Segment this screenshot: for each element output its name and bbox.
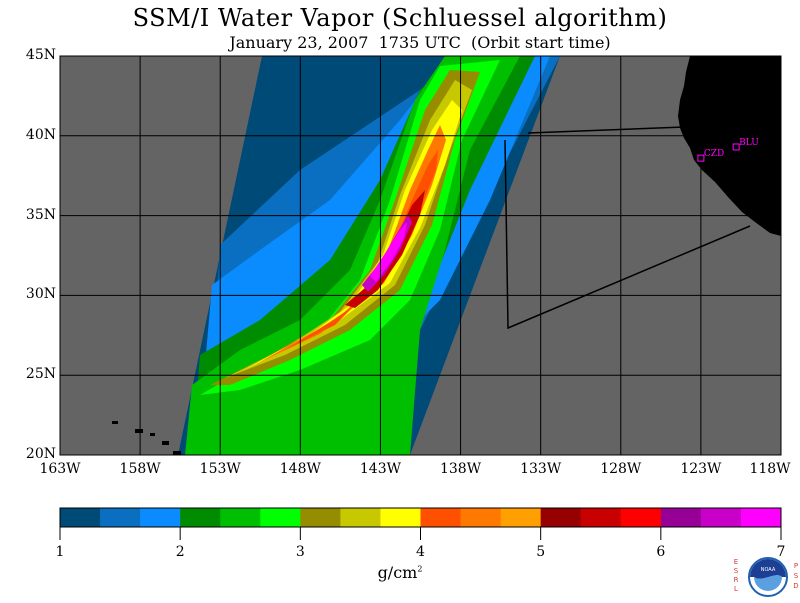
latitude-label: 25N <box>25 366 56 383</box>
colorbar-swatch <box>100 508 141 527</box>
longitude-label: 148W <box>279 461 321 477</box>
colorbar-swatch <box>420 508 462 527</box>
longitude-label: 143W <box>359 461 401 477</box>
satellite-swath <box>178 56 560 455</box>
colorbar-swatch <box>660 508 702 527</box>
colorbar-swatch <box>180 508 221 527</box>
logo-letter: R <box>733 576 739 584</box>
map-title: SSM/I Water Vapor (Schluessel algorithm) <box>132 4 668 32</box>
latitude-label: 35N <box>25 206 56 223</box>
longitude-label: 118W <box>749 461 791 477</box>
longitude-label: 133W <box>520 461 562 477</box>
band-red <box>345 190 425 308</box>
station-label: CZD <box>704 149 724 159</box>
colorbar-swatch <box>460 508 502 527</box>
map-subtitle: January 23, 2007 1735 UTC (Orbit start t… <box>229 33 611 52</box>
longitude-label: 153W <box>199 461 241 477</box>
colorbar-tick-label: 2 <box>175 544 185 560</box>
logo-letter: E <box>733 558 739 566</box>
colorbar <box>59 508 782 540</box>
stations: CZD BLU <box>697 138 759 162</box>
longitude-label: 158W <box>119 461 161 477</box>
colorbar-border <box>59 507 782 528</box>
longitude-label: 128W <box>600 461 642 477</box>
colorbar-swatch <box>260 508 301 527</box>
colorbar-tick-label: 3 <box>295 544 305 560</box>
flight-track <box>527 126 685 134</box>
colorbar-swatch <box>700 508 742 527</box>
station-marker <box>732 143 740 151</box>
colorbar-swatch <box>340 508 381 527</box>
colorbar-swatch <box>740 508 782 527</box>
california-land <box>678 56 781 236</box>
colorbar-tick-label: 6 <box>656 544 666 560</box>
colorbar-swatch <box>220 508 261 527</box>
hawaii-islands <box>112 421 181 455</box>
logo-letter: S <box>793 572 799 580</box>
logo-noaa-text: NOAA <box>761 567 776 573</box>
colorbar-swatch <box>580 508 622 527</box>
map-border <box>59 55 782 456</box>
colorbar-swatch <box>380 508 421 527</box>
longitude-label: 163W <box>39 461 81 477</box>
colorbar-swatch <box>540 508 582 527</box>
colorbar-swatch <box>500 508 542 527</box>
logo-letter: D <box>793 582 799 590</box>
longitude-label: 138W <box>439 461 482 477</box>
station-marker <box>697 154 705 162</box>
longitude-label: 123W <box>680 461 722 477</box>
logo-letter: S <box>733 567 739 575</box>
colorbar-swatch <box>140 508 181 527</box>
latitude-label: 40N <box>25 126 56 143</box>
station-label: BLU <box>739 138 759 148</box>
colorbar-swatch <box>300 508 341 527</box>
band-magenta <box>370 222 407 282</box>
colorbar-swatch <box>60 508 101 527</box>
unit-text: g/cm <box>377 563 418 582</box>
latitude-label: 30N <box>25 286 56 303</box>
noaa-seal-icon: NOAA <box>748 557 788 597</box>
flight-track-south <box>504 139 751 330</box>
band-olive <box>210 70 480 385</box>
latitude-label: 45N <box>25 47 56 63</box>
colorbar-unit: g/cm2 <box>360 563 440 582</box>
latitude-label: 20N <box>25 446 56 462</box>
logo-letter: L <box>734 585 738 593</box>
colorbar-tick-label: 1 <box>55 544 65 560</box>
colorbar-tick-label: 5 <box>536 544 546 560</box>
unit-superscript: 2 <box>417 564 423 574</box>
colorbar-swatch <box>620 508 662 527</box>
colorbar-tick-label: 4 <box>416 544 425 560</box>
logo-letter: P <box>793 562 799 570</box>
colorbar-tick-label: 7 <box>776 544 786 560</box>
